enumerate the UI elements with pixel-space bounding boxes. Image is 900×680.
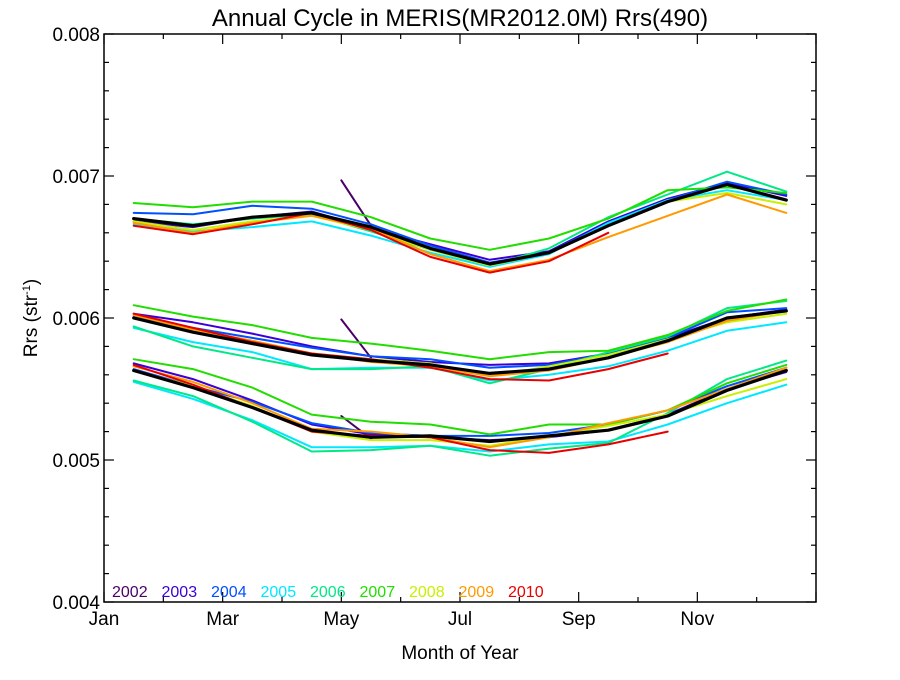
y-tick-label: 0.004 <box>52 593 100 614</box>
x-tick-label: Sep <box>562 609 596 630</box>
legend-item-2005: 2005 <box>261 584 297 601</box>
legend-item-2006: 2006 <box>310 584 346 601</box>
series-line-mean-lower <box>132 368 788 444</box>
legend-item-2002: 2002 <box>112 584 148 601</box>
x-tick-label: May <box>323 609 359 630</box>
x-tick-label: Mar <box>206 609 239 630</box>
y-tick-label: 0.005 <box>52 451 100 472</box>
legend-item-2008: 2008 <box>409 584 445 601</box>
series-line-2009-upper <box>132 193 788 273</box>
chart-title: Annual Cycle in MERIS(MR2012.0M) Rrs(490… <box>212 5 708 32</box>
legend: 2002 2003 2004 2005 2006 2007 2008 2009 2010 <box>112 584 544 601</box>
x-tick-label: Jan <box>89 609 120 630</box>
y-axis: 0.004 0.005 0.006 0.007 0.008 <box>52 25 816 614</box>
series-line-2009-lower <box>132 365 788 449</box>
x-tick-label: Jul <box>448 609 472 630</box>
legend-item-2010: 2010 <box>508 584 544 601</box>
y-axis-label-main: Rrs (str <box>21 294 42 357</box>
series-line-2004-upper <box>132 180 788 264</box>
y-axis-label-superscript: -1 <box>21 285 33 295</box>
legend-item-2009: 2009 <box>459 584 495 601</box>
series-line-2004-middle <box>132 307 788 369</box>
y-tick-label: 0.007 <box>52 167 100 188</box>
legend-item-2007: 2007 <box>360 584 396 601</box>
series-line-2007-upper <box>132 186 788 251</box>
y-axis-label: Rrs (str-1) <box>21 279 42 357</box>
series-layer <box>132 170 788 457</box>
legend-item-2003: 2003 <box>162 584 198 601</box>
series-line-2010-upper <box>132 211 610 274</box>
legend-item-2004: 2004 <box>211 584 247 601</box>
y-axis-label-close: ) <box>21 279 42 285</box>
x-axis-label: Month of Year <box>401 643 519 664</box>
series-line-mean-upper <box>132 182 788 266</box>
y-tick-label: 0.006 <box>52 309 100 330</box>
series-line-2002-middle <box>340 318 372 359</box>
x-axis: Jan Mar May Jul Sep Nov <box>89 34 817 630</box>
series-line-2007-middle <box>132 298 788 361</box>
y-tick-label: 0.008 <box>52 25 100 46</box>
series-line-mean-middle <box>132 309 788 375</box>
x-tick-label: Nov <box>680 609 714 630</box>
series-line-2002-upper <box>340 179 372 227</box>
